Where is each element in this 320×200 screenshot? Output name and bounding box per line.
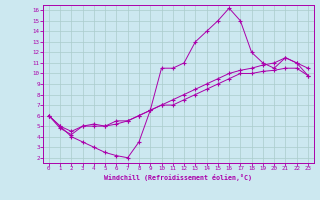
X-axis label: Windchill (Refroidissement éolien,°C): Windchill (Refroidissement éolien,°C) [104,174,252,181]
